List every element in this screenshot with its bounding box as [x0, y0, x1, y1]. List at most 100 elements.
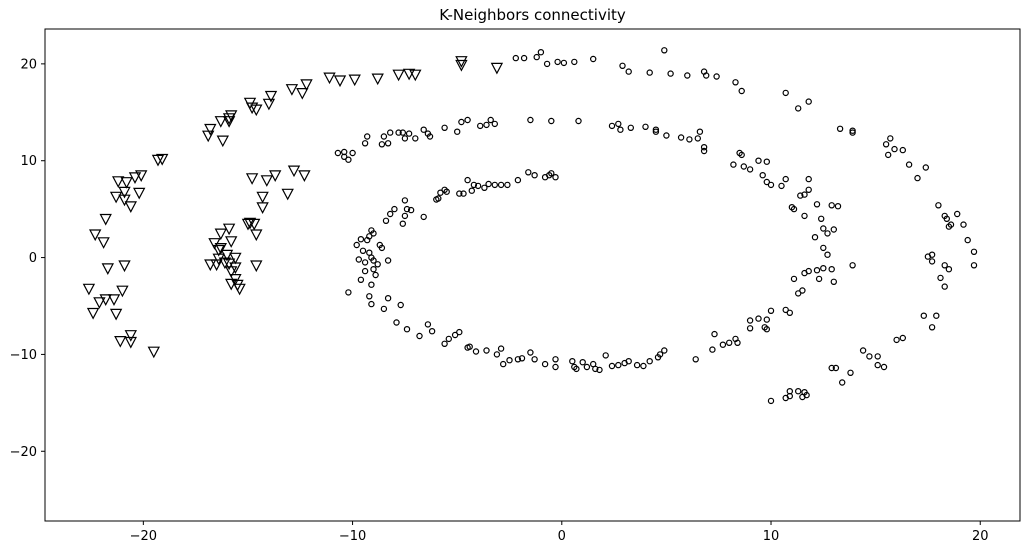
circle-point: [755, 157, 762, 164]
circle-point: [943, 215, 951, 222]
circle-point: [481, 184, 488, 191]
circle-point: [399, 220, 406, 227]
circle-point: [497, 181, 505, 189]
circle-point: [401, 197, 409, 204]
circle-point: [778, 182, 785, 190]
circle-point: [368, 281, 375, 288]
triangle-point: [229, 252, 242, 265]
triangle-point: [323, 72, 336, 85]
circle-point: [500, 360, 507, 368]
series-triangle-down: [82, 56, 504, 359]
triangle-point: [222, 113, 236, 125]
circle-point: [652, 126, 660, 133]
circle-point: [341, 153, 348, 160]
circle-point: [487, 116, 494, 124]
circle-point: [483, 121, 490, 129]
circle-point: [345, 289, 352, 296]
triangle-point: [210, 259, 223, 272]
circle-point: [579, 359, 586, 366]
circle-point: [405, 130, 413, 137]
y-tick-label: 10: [20, 154, 37, 169]
y-tick-label: −10: [10, 348, 37, 363]
circle-point: [349, 149, 356, 157]
triangle-point: [256, 191, 269, 204]
circle-point: [399, 129, 406, 136]
circle-point: [941, 262, 948, 269]
circle-point: [801, 212, 808, 220]
circle-point: [947, 221, 955, 228]
circle-point: [460, 190, 467, 197]
circle-point: [378, 244, 386, 252]
triangle-point: [109, 308, 123, 321]
circle-point: [435, 195, 442, 202]
triangle-point: [218, 257, 232, 270]
circle-point: [905, 161, 913, 168]
circle-point: [596, 366, 603, 374]
circle-point: [368, 254, 375, 261]
circle-point: [782, 89, 789, 97]
circle-point: [573, 365, 580, 373]
circle-point: [552, 363, 559, 371]
triangle-point: [124, 336, 137, 349]
circle-point: [738, 151, 745, 159]
circle-point: [656, 351, 664, 358]
circle-point: [734, 339, 741, 346]
triangle-point: [82, 283, 96, 296]
circle-point: [619, 62, 626, 70]
circle-point: [726, 339, 733, 346]
circle-point: [477, 122, 484, 130]
circle-point: [608, 362, 616, 370]
circle-point: [617, 126, 624, 133]
circle-point: [755, 315, 762, 322]
circle-point: [391, 205, 398, 213]
circle-point: [384, 257, 392, 264]
circle-point: [740, 163, 748, 170]
triangle-point: [216, 135, 229, 148]
circle-point: [818, 215, 825, 222]
circle-point: [928, 258, 936, 265]
circle-point: [920, 312, 928, 319]
circle-point: [661, 47, 668, 54]
triangle-point: [285, 84, 299, 96]
circle-point: [933, 312, 940, 319]
circle-point: [615, 361, 622, 369]
triangle-point: [99, 213, 112, 226]
circle-point: [366, 233, 373, 240]
plot-frame: [44, 28, 1021, 522]
circle-point: [395, 129, 402, 136]
triangle-point: [262, 98, 276, 111]
circle-point: [830, 226, 838, 233]
circle-point: [805, 175, 812, 183]
triangle-point: [287, 165, 301, 178]
circle-point: [454, 128, 461, 135]
circle-point: [964, 236, 971, 244]
circle-point: [403, 205, 411, 213]
circle-point: [387, 129, 394, 136]
circle-point: [428, 328, 436, 335]
triangle-point: [124, 201, 137, 213]
triangle-point: [455, 59, 468, 72]
circle-point: [763, 178, 771, 186]
circle-point: [866, 353, 873, 360]
circle-point: [790, 275, 798, 283]
circle-point: [885, 151, 892, 159]
triangle-point: [225, 266, 238, 278]
circle-point: [746, 325, 754, 332]
triangle-point: [114, 336, 127, 348]
triangle-point: [225, 236, 238, 248]
circle-point: [416, 332, 423, 340]
circle-point: [590, 55, 597, 63]
triangle-point: [250, 104, 263, 117]
circle-point: [527, 349, 534, 356]
circle-point: [813, 201, 821, 208]
triangle-point: [133, 187, 146, 200]
circle-point: [899, 146, 907, 154]
circle-point: [790, 205, 798, 213]
triangle-point: [99, 294, 112, 306]
circle-point: [849, 262, 856, 269]
x-axis: −20 −10 0 10 20: [130, 521, 989, 544]
triangle-point: [222, 258, 236, 271]
circle-point: [663, 132, 670, 139]
triangle-point: [101, 263, 114, 275]
